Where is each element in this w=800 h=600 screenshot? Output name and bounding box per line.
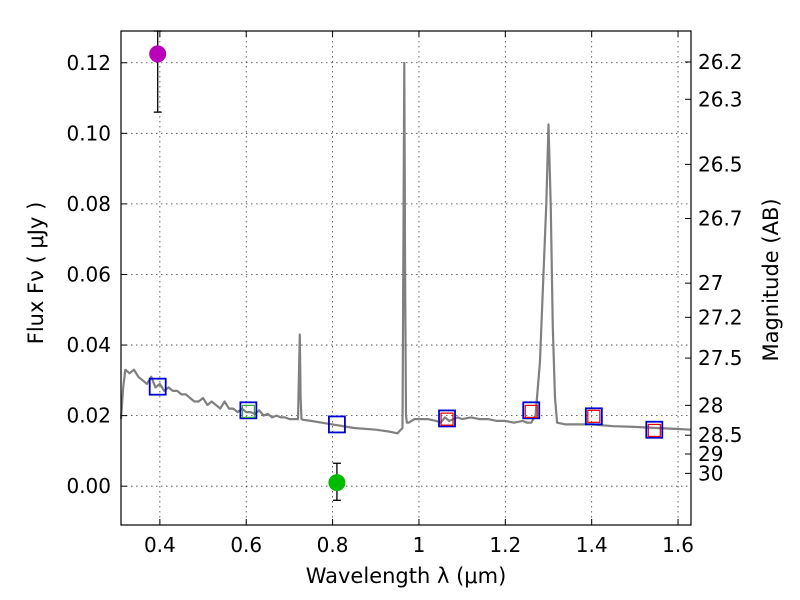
x-tick-label: 1	[413, 533, 426, 557]
mag-tick-label: 27.5	[698, 346, 743, 370]
x-tick-label: 1.2	[489, 533, 521, 557]
observed-photometry-square	[524, 404, 538, 418]
x-tick-label: 0.4	[144, 533, 176, 557]
observed-photometry-square	[647, 423, 661, 438]
mag-tick-label: 26.7	[698, 207, 743, 231]
y-axis-label: Flux Fν ( μJy )	[24, 202, 48, 345]
x-axis-label: Wavelength λ (μm)	[306, 564, 507, 588]
y-tick-label: 0.02	[66, 404, 111, 428]
mag-tick-label: 29	[698, 442, 723, 466]
observed-photometry-square	[587, 409, 601, 423]
data-point-circle	[149, 45, 167, 63]
y-tick-label: 0.12	[66, 51, 111, 75]
mag-tick-label: 27	[698, 271, 723, 295]
y-tick-label: 0.08	[66, 192, 111, 216]
model-photometry-square	[645, 420, 664, 439]
mag-tick-label: 27.2	[698, 305, 743, 329]
mag-tick-label: 28.5	[698, 423, 743, 447]
observed-photometry-square	[440, 412, 454, 426]
mag-tick-label: 26.2	[698, 50, 743, 74]
x-tick-label: 0.6	[230, 533, 262, 557]
model-photometry-square	[438, 409, 456, 428]
axis-ticks: 0.4 0.6 0.8 1 1.2 1.4 1.6 0.00 0.02 0.04 0.06 0.08 0…	[66, 31, 743, 557]
model-photometry-square	[148, 377, 167, 396]
mag-tick-label: 28	[698, 393, 723, 417]
y-tick-label: 0.10	[66, 121, 111, 145]
data-point-circle	[328, 474, 346, 492]
model-photometry-square	[522, 401, 541, 420]
model-photometry-square	[584, 407, 603, 426]
x-tick-label: 0.8	[317, 533, 349, 557]
plot-frame	[120, 30, 692, 526]
y-tick-label: 0.06	[66, 262, 111, 286]
y-tick-label: 0.04	[66, 333, 111, 357]
mag-tick-label: 26.3	[698, 87, 743, 111]
model-photometry-square	[328, 415, 346, 434]
model-photometry-square	[239, 401, 258, 420]
right-y-axis-label: Magnitude (AB)	[759, 198, 783, 361]
x-tick-label: 1.4	[576, 533, 608, 557]
mag-tick-label: 26.5	[698, 152, 743, 176]
x-tick-label: 1.6	[662, 533, 694, 557]
plot-area	[119, 30, 692, 501]
sed-model-line	[119, 61, 692, 435]
y-tick-label: 0.00	[66, 474, 111, 498]
mag-tick-label: 30	[698, 461, 723, 485]
observed-photometry-square	[241, 404, 255, 418]
